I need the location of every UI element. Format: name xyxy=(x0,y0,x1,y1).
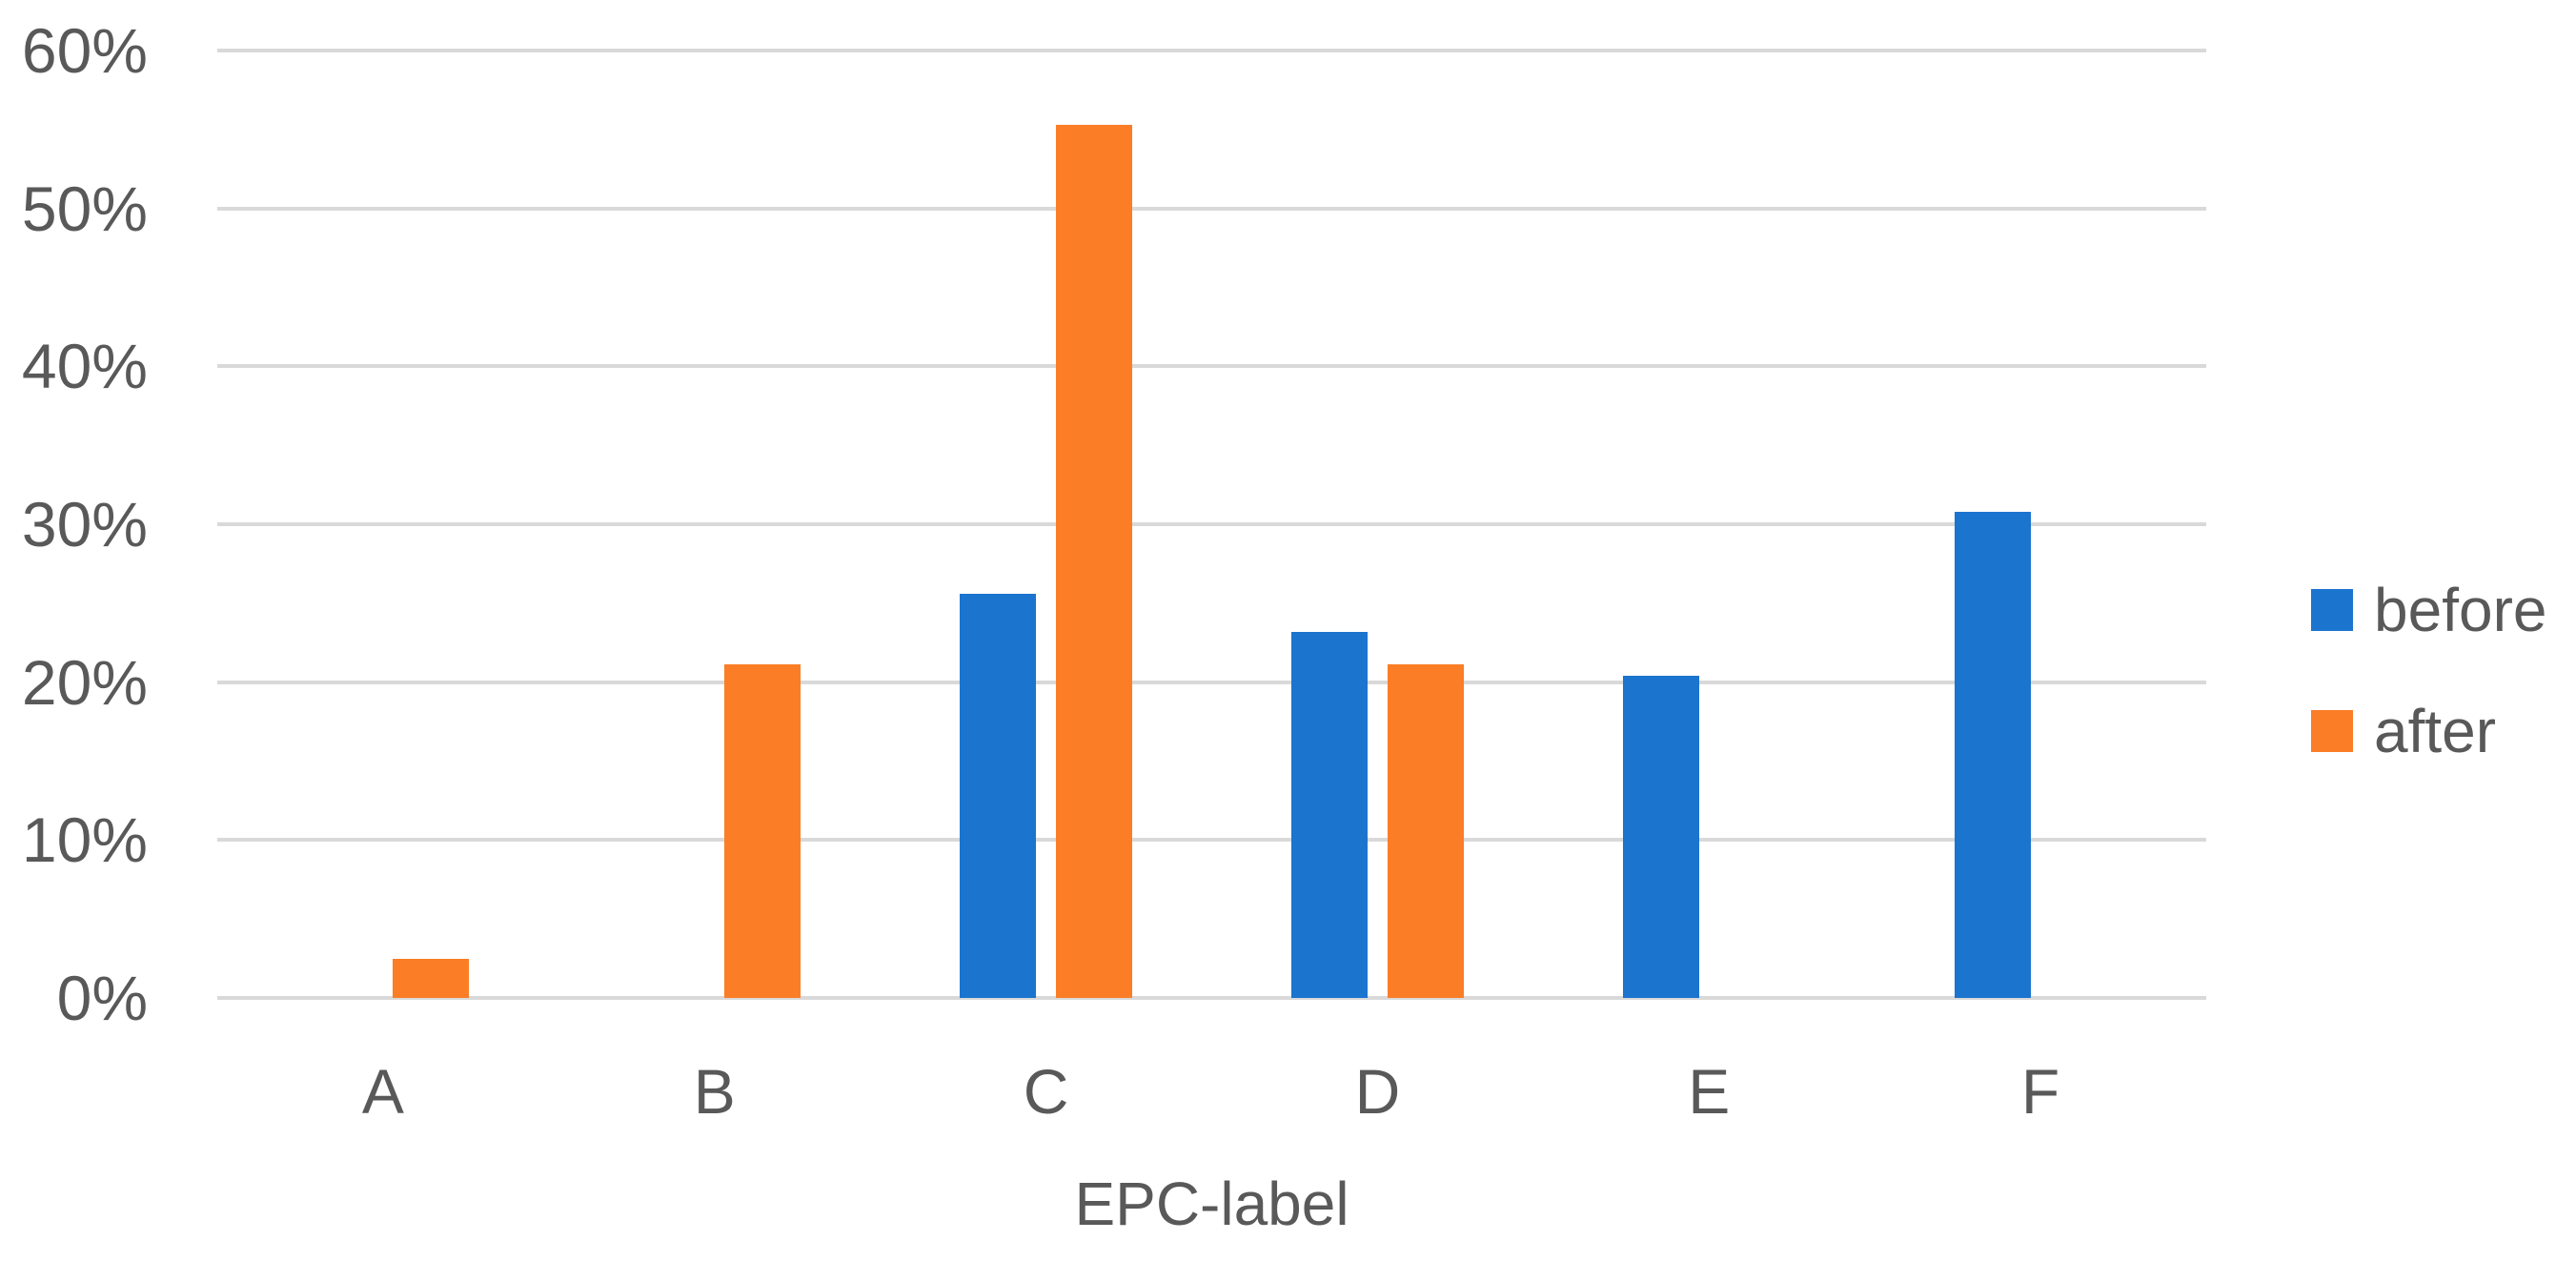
x-tick-label: F xyxy=(2020,1056,2060,1127)
x-tick-label: C xyxy=(1023,1056,1069,1127)
gridline xyxy=(217,206,2206,211)
bar-after xyxy=(1387,664,1464,998)
category-group xyxy=(549,51,881,998)
x-tick-label: E xyxy=(1688,1056,1731,1127)
y-tick-label: 10% xyxy=(21,804,148,876)
bar-before xyxy=(1954,511,2031,998)
bar-before xyxy=(1290,631,1368,998)
legend-swatch-before xyxy=(2311,589,2353,631)
bars-region xyxy=(217,51,2206,998)
y-axis-labels: 0% 10% 20% 30% 40% 50% 60% xyxy=(0,19,148,1029)
bar-after xyxy=(1056,124,1133,998)
gridline xyxy=(217,838,2206,843)
legend-label-before: before xyxy=(2374,576,2547,644)
gridline xyxy=(217,680,2206,684)
gridline xyxy=(217,996,2206,1000)
gridline xyxy=(217,364,2206,369)
legend-item-after: after xyxy=(2311,701,2546,762)
y-tick-label: 20% xyxy=(21,646,148,718)
legend-item-before: before xyxy=(2311,580,2546,641)
y-tick-label: 0% xyxy=(56,963,148,1033)
y-tick-label: 50% xyxy=(21,173,148,244)
legend-swatch-after xyxy=(2311,710,2353,752)
legend-label-after: after xyxy=(2374,697,2497,765)
legend: before after xyxy=(2311,580,2546,831)
x-tick-label: B xyxy=(693,1056,736,1127)
bar-after xyxy=(393,958,470,998)
y-tick-label: 60% xyxy=(21,15,148,86)
category-group xyxy=(1543,51,1875,998)
category-group xyxy=(1875,51,2206,998)
x-axis-title: EPC-label xyxy=(1074,1169,1349,1238)
y-tick-label: 30% xyxy=(21,489,148,559)
category-group xyxy=(1211,51,1543,998)
bar-before xyxy=(960,593,1037,998)
gridline xyxy=(217,522,2206,526)
y-tick-label: 40% xyxy=(21,331,148,402)
plot-area xyxy=(217,49,2206,1000)
category-group xyxy=(217,51,549,998)
bar-after xyxy=(724,664,801,998)
gridline xyxy=(217,49,2206,52)
category-group xyxy=(881,51,1212,998)
gridlines xyxy=(217,49,2206,1000)
bar-before xyxy=(1622,676,1699,998)
x-tick-label: A xyxy=(361,1056,404,1127)
x-tick-label: D xyxy=(1354,1056,1401,1127)
